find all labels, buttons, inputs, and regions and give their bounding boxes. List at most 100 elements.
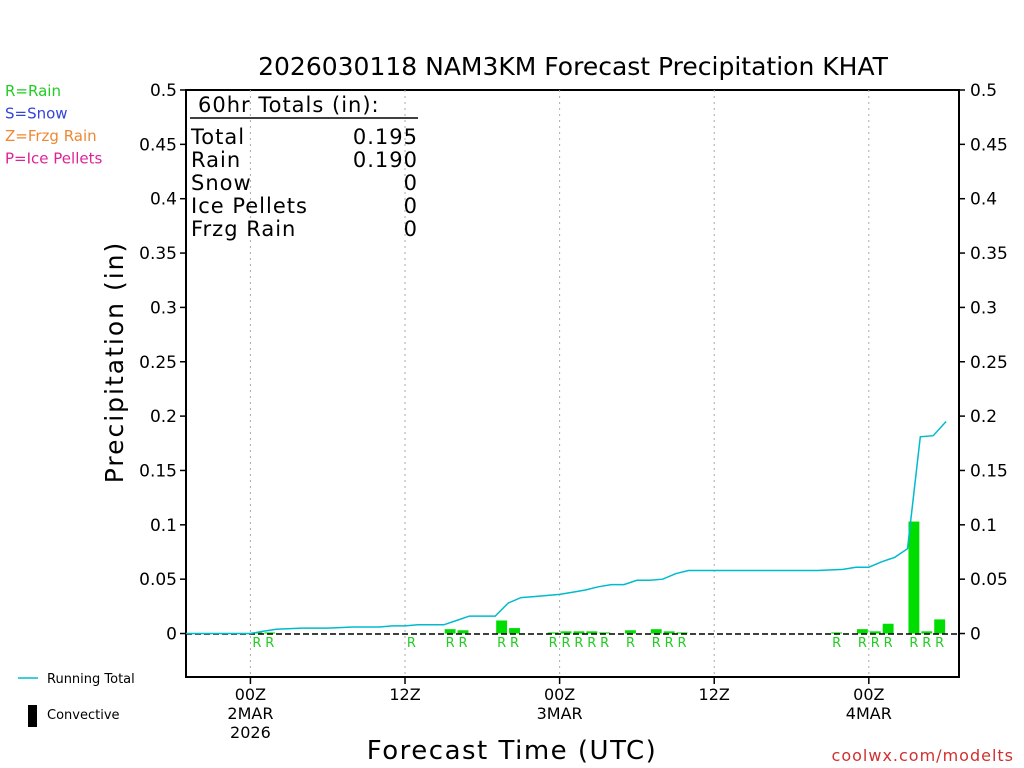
- ptype-label: R: [832, 636, 841, 651]
- totals-row-value: 0: [404, 194, 418, 218]
- legend-label: Convective: [47, 708, 120, 723]
- y-tick-label-right: 0.5: [970, 81, 997, 101]
- totals-row-label: Frzg Rain: [191, 217, 296, 241]
- ptype-label: R: [510, 636, 519, 651]
- ptype-label: R: [677, 636, 686, 651]
- totals-box: 60hr Totals (in): Total 0.195 Rain 0.190 Snow…: [190, 93, 418, 241]
- ptype-label: R: [562, 636, 571, 651]
- series-legend: Running Total Convective: [18, 672, 135, 727]
- type-legend-item: Z=Frzg Rain: [5, 127, 97, 145]
- precip-bar: [650, 629, 662, 634]
- y-tick-label-left: 0.05: [139, 570, 177, 590]
- ptype-label: R: [922, 636, 931, 651]
- precip-bar: [586, 631, 598, 634]
- x-axis-label: Forecast Time (UTC): [367, 736, 658, 766]
- y-tick-label-left: 0.1: [150, 516, 177, 536]
- ptype-label: R: [265, 636, 274, 651]
- y-tick-label-right: 0.2: [970, 407, 997, 427]
- totals-row-value: 0: [404, 217, 418, 241]
- ptype-label: R: [600, 636, 609, 651]
- ptype-label: R: [574, 636, 583, 651]
- ptype-label: R: [458, 636, 467, 651]
- ptype-label: R: [935, 636, 944, 651]
- y-tick-label-left: 0: [166, 625, 177, 645]
- totals-row-value: 0.195: [353, 125, 418, 149]
- x-tick-label: 00Z: [853, 685, 884, 704]
- x-tick-label: 00Z: [544, 685, 575, 704]
- totals-row-value: 0.190: [353, 148, 418, 172]
- ptype-label: R: [858, 636, 867, 651]
- precip-bar: [264, 632, 276, 634]
- y-tick-label-right: 0.05: [970, 570, 1008, 590]
- ptype-label: R: [407, 636, 416, 651]
- x-tick-label: 2026: [230, 723, 271, 742]
- y-tick-label-left: 0.35: [139, 244, 177, 264]
- y-tick-label-left: 0.45: [139, 135, 177, 155]
- x-tick-label: 12Z: [389, 685, 420, 704]
- type-legend-item: P=Ice Pellets: [5, 150, 102, 168]
- precip-bar: [444, 629, 456, 634]
- totals-row-label: Rain: [191, 148, 241, 172]
- x-tick-label: 12Z: [699, 685, 730, 704]
- precip-bar: [625, 630, 636, 634]
- y-tick-label-right: 0.25: [970, 353, 1008, 373]
- y-axis-label: Precipitation (in): [100, 241, 129, 484]
- ptype-label: R: [626, 636, 635, 651]
- ptype-label: R: [497, 636, 506, 651]
- totals-row-label: Total: [190, 125, 245, 149]
- running-total-line: [186, 420, 947, 635]
- y-tick-label-right: 0.3: [970, 298, 997, 318]
- running-total-group: [186, 420, 947, 635]
- y-axes: 0 00.05 0.050.1 0.10.15 0.150.2 0.20.25 0.250.…: [139, 81, 1008, 645]
- precip-bar: [457, 630, 469, 634]
- ptype-label: R: [871, 636, 880, 651]
- precip-bar: [676, 632, 688, 634]
- precip-bar: [496, 620, 508, 634]
- y-tick-label-left: 0.3: [150, 298, 177, 318]
- totals-header: 60hr Totals (in):: [198, 93, 380, 117]
- precip-bar: [869, 631, 881, 634]
- y-tick-label-right: 0.4: [970, 190, 997, 210]
- x-tick-label: 2MAR: [227, 704, 273, 723]
- ptype-label: R: [884, 636, 893, 651]
- precip-bar: [882, 623, 894, 634]
- precip-bar: [573, 631, 585, 634]
- type-legend-item: R=Rain: [5, 82, 61, 100]
- y-tick-label-left: 0.5: [150, 81, 177, 101]
- precip-bar: [547, 632, 559, 634]
- ptype-label: R: [665, 636, 674, 651]
- precip-bar: [908, 521, 920, 634]
- ptype-label: R: [446, 636, 455, 651]
- precip-bar: [831, 632, 843, 634]
- precip-type-legend: R=Rain S=Snow Z=Frzg Rain P=Ice Pellets: [5, 82, 102, 168]
- y-tick-label-left: 0.4: [150, 190, 177, 210]
- ptype-label: R: [252, 636, 261, 651]
- precip-bar: [921, 631, 933, 634]
- y-tick-label-right: 0: [970, 625, 981, 645]
- precip-bar: [599, 632, 611, 634]
- x-tick-label: 3MAR: [537, 704, 583, 723]
- precip-bar: [856, 629, 868, 634]
- precip-bar: [509, 628, 520, 634]
- precip-bars: [251, 521, 946, 634]
- y-tick-label-left: 0.2: [150, 407, 177, 427]
- precip-bar: [934, 619, 946, 634]
- vertical-gridlines: [249, 90, 870, 677]
- plot-frame: [185, 89, 960, 678]
- y-tick-label-right: 0.15: [970, 461, 1008, 481]
- credit-text: coolwx.com/modelts: [832, 746, 1014, 765]
- y-tick-label-left: 0.25: [139, 353, 177, 373]
- y-tick-label-right: 0.1: [970, 516, 997, 536]
- legend-label: Running Total: [47, 672, 135, 687]
- totals-row-label: Ice Pellets: [191, 194, 308, 218]
- ptype-label: R: [587, 636, 596, 651]
- ptype-label: R: [652, 636, 661, 651]
- precip-bar: [560, 631, 572, 634]
- y-tick-label-left: 0.15: [139, 461, 177, 481]
- y-tick-label-right: 0.45: [970, 135, 1008, 155]
- x-tick-label: 4MAR: [846, 704, 892, 723]
- chart-title: 2026030118 NAM3KM Forecast Precipitation…: [258, 52, 888, 81]
